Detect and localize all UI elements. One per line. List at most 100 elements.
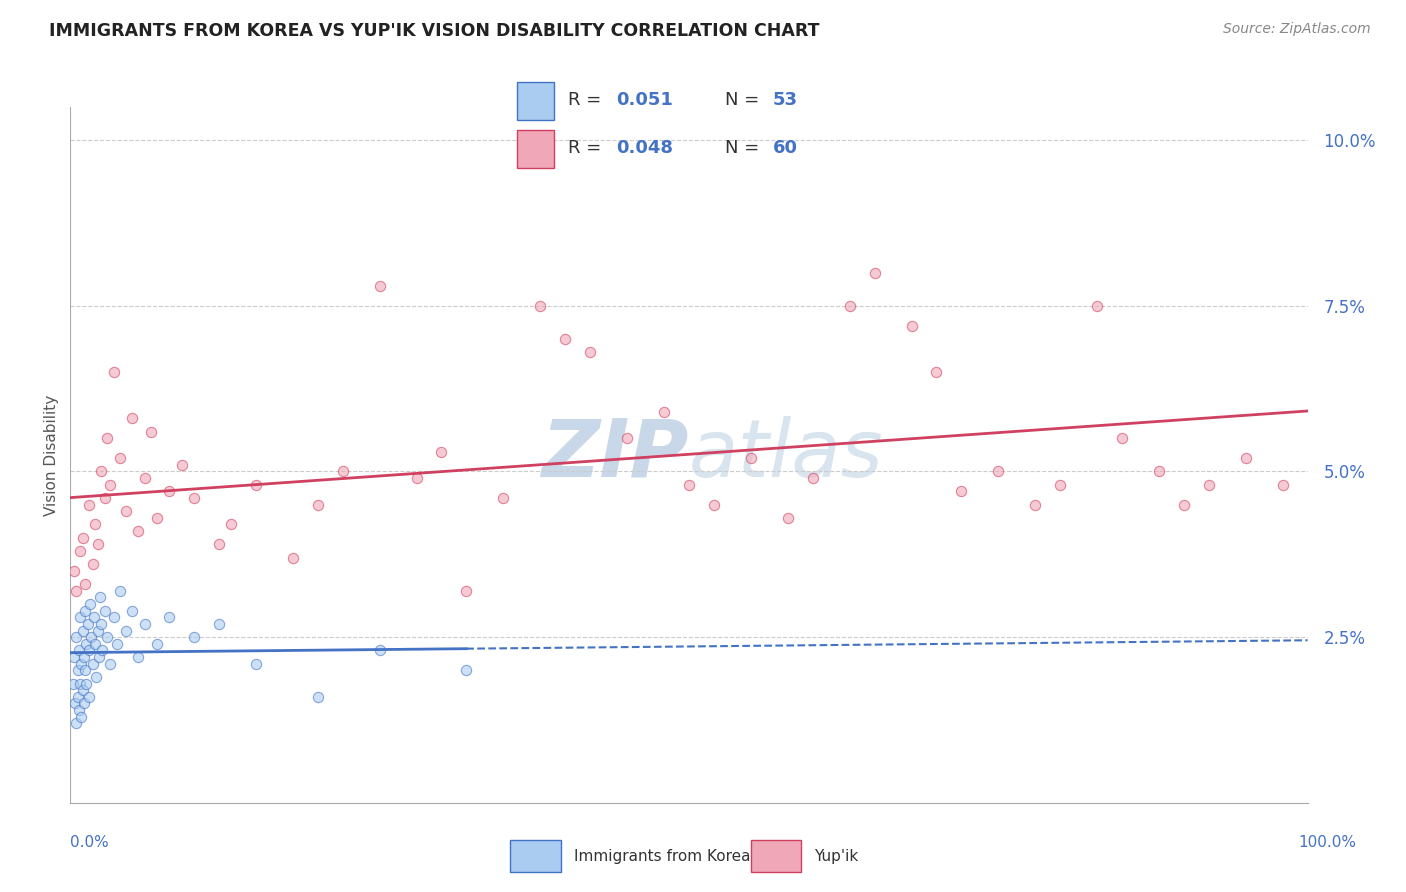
Point [134, 471, 156, 485]
Point [80, 630, 103, 644]
Point [67, 643, 90, 657]
Text: N =: N = [725, 91, 759, 109]
Point [616, 431, 638, 445]
Point [75, 577, 97, 591]
Point [90, 616, 112, 631]
Point [1147, 465, 1170, 479]
Point [127, 524, 149, 538]
Point [838, 299, 860, 313]
Point [103, 365, 125, 379]
Point [134, 616, 156, 631]
Point [208, 537, 231, 551]
Point [1173, 498, 1195, 512]
Point [281, 550, 304, 565]
Point [66, 663, 89, 677]
Text: Source: ZipAtlas.com: Source: ZipAtlas.com [1223, 22, 1371, 37]
Point [72, 531, 94, 545]
Text: R =: R = [568, 139, 602, 157]
Point [208, 616, 231, 631]
FancyBboxPatch shape [751, 840, 801, 872]
Text: atlas: atlas [689, 416, 884, 494]
Point [987, 465, 1010, 479]
Text: 0.0%: 0.0% [70, 836, 110, 850]
Point [67, 703, 90, 717]
Point [62, 676, 84, 690]
FancyBboxPatch shape [517, 82, 554, 120]
Text: R =: R = [568, 91, 602, 109]
Point [91, 643, 114, 657]
Point [121, 411, 143, 425]
Point [703, 498, 725, 512]
Point [170, 458, 193, 472]
Point [1024, 498, 1046, 512]
Point [183, 491, 205, 505]
Point [900, 318, 922, 333]
Point [84, 517, 107, 532]
Text: 0.048: 0.048 [616, 139, 673, 157]
Point [87, 650, 110, 665]
Point [94, 604, 117, 618]
FancyBboxPatch shape [517, 130, 554, 168]
Point [86, 537, 108, 551]
Point [108, 451, 131, 466]
Point [1234, 451, 1257, 466]
Point [776, 511, 799, 525]
Point [652, 405, 675, 419]
Point [69, 544, 91, 558]
Point [1085, 299, 1108, 313]
Point [157, 610, 180, 624]
Point [75, 676, 97, 690]
Point [86, 624, 108, 638]
Point [65, 697, 87, 711]
Point [579, 345, 602, 359]
Point [219, 517, 242, 532]
Point [90, 465, 112, 479]
Point [368, 643, 391, 657]
Point [65, 583, 87, 598]
Text: IMMIGRANTS FROM KOREA VS YUP'IK VISION DISABILITY CORRELATION CHART: IMMIGRANTS FROM KOREA VS YUP'IK VISION D… [49, 22, 820, 40]
Point [69, 610, 91, 624]
Point [89, 591, 111, 605]
Point [740, 451, 762, 466]
Point [84, 670, 107, 684]
Point [96, 630, 118, 644]
Point [75, 663, 97, 677]
Point [121, 604, 143, 618]
Point [73, 650, 96, 665]
Point [103, 610, 125, 624]
Point [83, 610, 105, 624]
Text: ZIP: ZIP [541, 416, 689, 494]
Point [73, 697, 96, 711]
Y-axis label: Vision Disability: Vision Disability [44, 394, 59, 516]
Point [75, 637, 97, 651]
Point [63, 650, 86, 665]
Text: Yup'ik: Yup'ik [814, 849, 858, 863]
Point [65, 716, 87, 731]
Text: 60: 60 [773, 139, 799, 157]
Point [70, 709, 93, 723]
Point [75, 604, 97, 618]
Point [368, 279, 391, 293]
Point [554, 332, 576, 346]
Text: 100.0%: 100.0% [1299, 836, 1357, 850]
Point [82, 558, 104, 572]
Point [76, 616, 98, 631]
Point [115, 504, 138, 518]
Point [950, 484, 973, 499]
Point [146, 511, 169, 525]
Point [72, 624, 94, 638]
Point [96, 431, 118, 445]
Point [77, 643, 100, 657]
Point [801, 471, 824, 485]
Point [1271, 477, 1294, 491]
Point [1049, 477, 1071, 491]
Point [77, 690, 100, 704]
Point [405, 471, 427, 485]
Point [66, 690, 89, 704]
Point [77, 498, 100, 512]
Point [863, 266, 886, 280]
Point [146, 637, 169, 651]
Point [307, 690, 329, 704]
Point [529, 299, 551, 313]
Point [456, 583, 478, 598]
